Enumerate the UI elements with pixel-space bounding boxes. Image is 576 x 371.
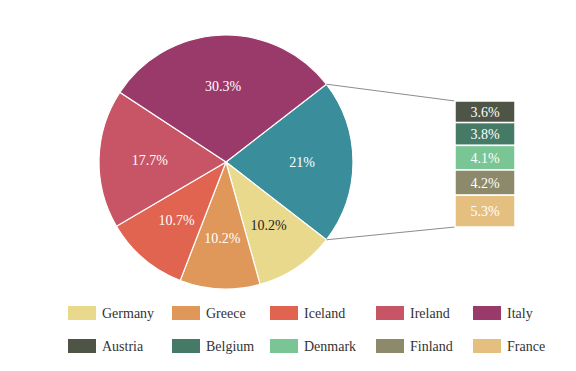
bar-segment: [455, 101, 515, 123]
data-label: 3.6%: [470, 105, 500, 120]
pie: [99, 35, 353, 289]
legend-label: Ireland: [410, 306, 450, 321]
data-label: 21%: [289, 155, 315, 170]
legend-label: France: [507, 339, 545, 354]
data-label: 10.2%: [250, 218, 287, 233]
legend-label: Germany: [102, 306, 154, 321]
bar-segment: [455, 145, 515, 170]
data-label: 4.1%: [470, 151, 500, 166]
legend-swatch: [376, 306, 404, 320]
pie-slice: [120, 35, 327, 162]
data-label: 5.3%: [470, 204, 500, 219]
legend-swatch: [68, 339, 96, 353]
data-label: 10.2%: [204, 231, 241, 246]
bar-segment: [455, 123, 515, 146]
chart: 21% 10.2% 10.2% 10.7% 17.7% 30.3% 3.6% 3.8% 4.1%…: [0, 0, 576, 371]
legend-label: Greece: [206, 306, 246, 321]
pie-labels: 21% 10.2% 10.2% 10.7% 17.7% 30.3%: [132, 79, 316, 246]
legend-swatch: [473, 306, 501, 320]
legend-swatch: [172, 306, 200, 320]
legend-label: Finland: [410, 339, 453, 354]
data-label: 30.3%: [205, 79, 242, 94]
data-label: 10.7%: [159, 213, 196, 228]
legend-swatch: [270, 339, 298, 353]
legend-swatch: [68, 306, 96, 320]
legend-swatch: [270, 306, 298, 320]
legend-label: Denmark: [304, 339, 356, 354]
legend-swatch: [172, 339, 200, 353]
data-label: 17.7%: [132, 153, 169, 168]
stacked-bar: [455, 101, 515, 227]
legend-label: Austria: [102, 339, 144, 354]
legend-swatch: [376, 339, 404, 353]
bar-segment: [455, 195, 515, 227]
legend-label: Italy: [507, 306, 533, 321]
chart-container: 21% 10.2% 10.2% 10.7% 17.7% 30.3% 3.6% 3.8% 4.1%…: [0, 0, 576, 371]
legend-label: Belgium: [206, 339, 254, 354]
legend-label: Iceland: [304, 306, 345, 321]
connector-line: [326, 84, 455, 101]
data-label: 4.2%: [470, 176, 500, 191]
bar-segment: [455, 170, 515, 195]
legend: Germany Greece Iceland Ireland Italy Austria B…: [68, 306, 545, 354]
legend-swatch: [473, 339, 501, 353]
data-label: 3.8%: [470, 127, 500, 142]
bar-labels: 3.6% 3.8% 4.1% 4.2% 5.3%: [470, 105, 500, 219]
connector-line: [326, 227, 455, 240]
